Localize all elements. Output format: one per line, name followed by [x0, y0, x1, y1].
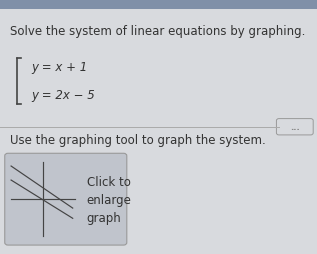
- Text: y = 2x − 5: y = 2x − 5: [32, 89, 95, 102]
- Text: Solve the system of linear equations by graphing.: Solve the system of linear equations by …: [10, 25, 305, 38]
- Bar: [0, 0, 317, 10]
- Text: ...: ...: [290, 123, 300, 132]
- Text: Click to
enlarge
graph: Click to enlarge graph: [87, 175, 132, 224]
- FancyBboxPatch shape: [276, 119, 313, 135]
- Text: Use the graphing tool to graph the system.: Use the graphing tool to graph the syste…: [10, 133, 265, 146]
- FancyBboxPatch shape: [5, 154, 127, 245]
- Text: y = x + 1: y = x + 1: [32, 61, 88, 74]
